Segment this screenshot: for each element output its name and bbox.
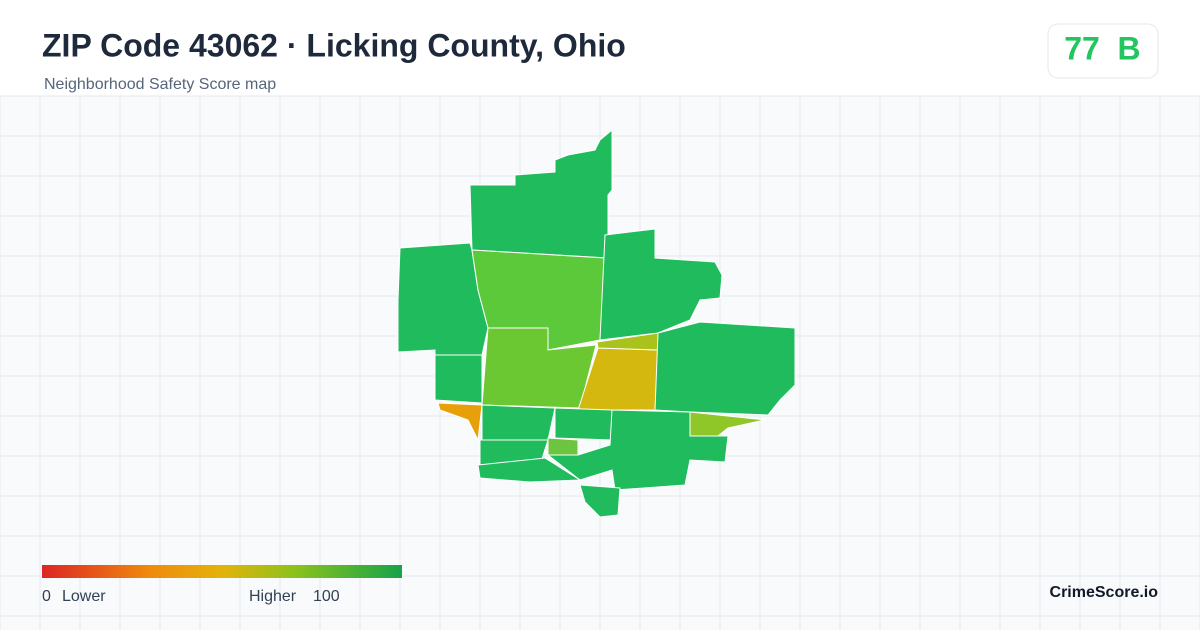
region <box>477 457 582 483</box>
region <box>481 404 556 441</box>
score-value: 77 <box>1064 30 1100 66</box>
brand: CrimeScore.io <box>1050 584 1159 601</box>
grid <box>0 96 1200 630</box>
region <box>547 437 579 456</box>
region <box>654 321 796 416</box>
region <box>554 407 613 441</box>
legend-max-label: Higher <box>249 588 297 605</box>
zip-map <box>397 128 796 518</box>
legend-min: 0 <box>42 588 51 605</box>
region <box>437 402 483 442</box>
region <box>689 411 766 437</box>
region <box>434 354 483 404</box>
score-grade: B <box>1117 30 1140 66</box>
legend-min-label: Lower <box>62 588 106 605</box>
score-badge <box>1047 23 1159 79</box>
title: ZIP Code 43062 · Licking County, Ohio <box>42 27 626 63</box>
legend-gradient <box>42 565 402 578</box>
subtitle: Neighborhood Safety Score map <box>44 76 276 93</box>
region <box>599 228 723 341</box>
region <box>579 484 621 518</box>
header-bg <box>0 0 1200 96</box>
legend-max: 100 <box>313 588 340 605</box>
